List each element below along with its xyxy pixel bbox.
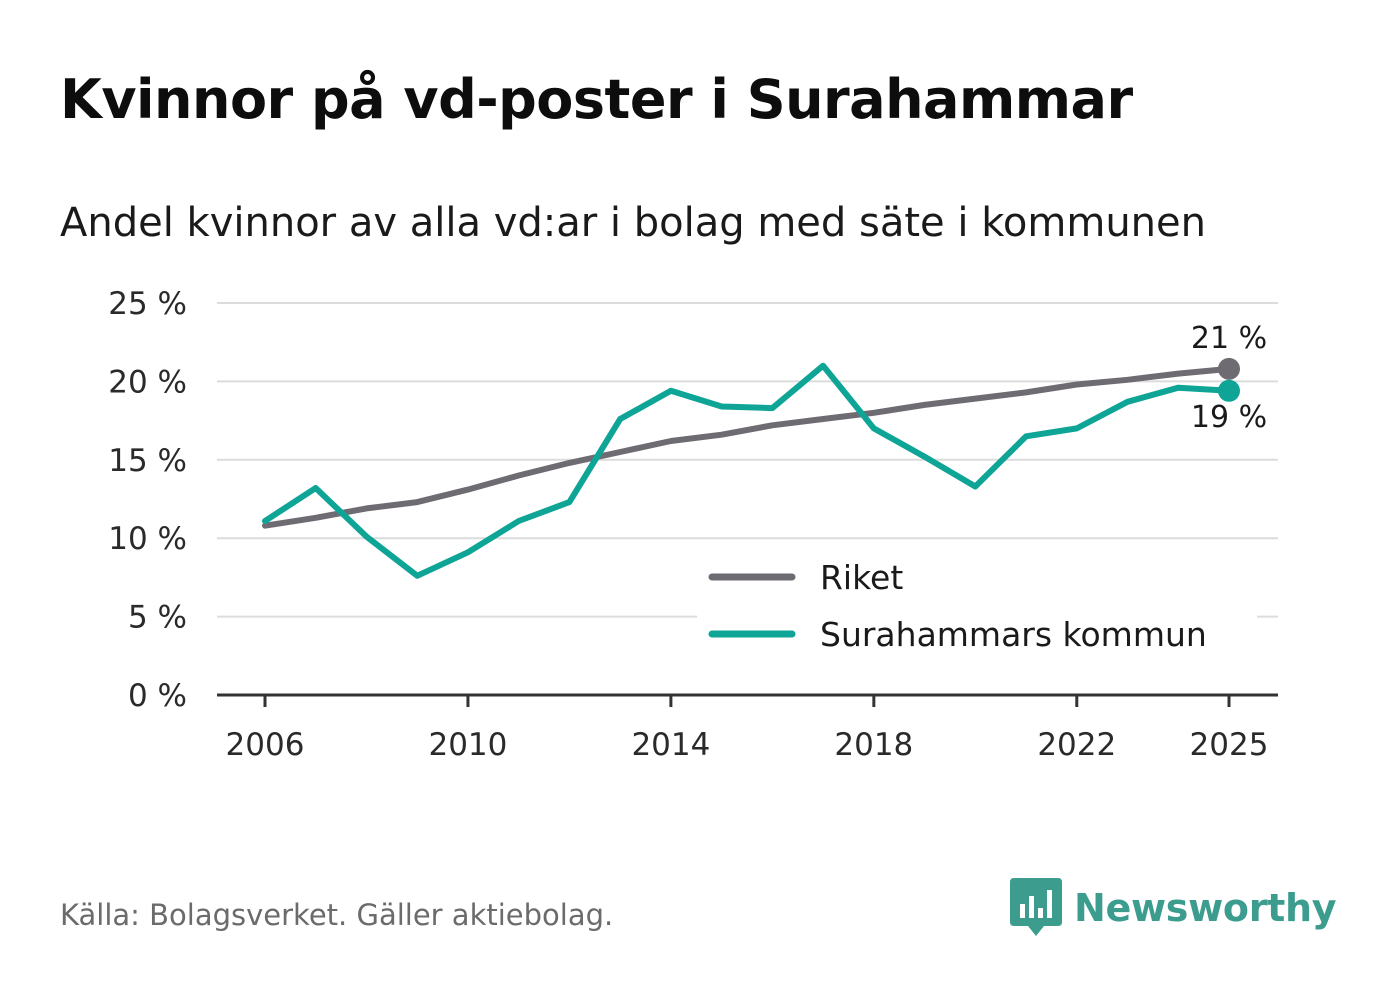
- y-axis-ticks: 0 % 5 % 10 % 15 % 20 % 25 %: [108, 286, 187, 714]
- newsworthy-logo-icon: [1010, 878, 1062, 936]
- x-tick-label: 2006: [226, 727, 305, 763]
- end-point-marker: [1218, 357, 1240, 380]
- end-point-marker: [1218, 379, 1240, 402]
- end-value-label: 19 %: [1191, 400, 1267, 435]
- legend: Riket Surahammars kommun: [697, 548, 1257, 660]
- legend-label: Surahammars kommun: [820, 615, 1207, 654]
- series-line-kommun: [262, 362, 1232, 579]
- chart-title: Kvinnor på vd-poster i Surahammar: [60, 68, 1133, 131]
- y-tick-label: 10 %: [108, 521, 187, 557]
- x-tick-label: 2018: [834, 727, 913, 763]
- chart-subtitle: Andel kvinnor av alla vd:ar i bolag med …: [60, 200, 1206, 246]
- end-value-label: 21 %: [1191, 321, 1267, 356]
- end-markers: 21 % 19 %: [1191, 321, 1267, 435]
- y-tick-label: 5 %: [128, 600, 187, 636]
- x-axis: 2006 2010 2014 2018 2022 2025: [217, 693, 1278, 763]
- x-tick-label: 2014: [631, 727, 710, 763]
- brand-name: Newsworthy: [1074, 886, 1337, 930]
- y-tick-label: 25 %: [108, 286, 187, 322]
- legend-box: [697, 548, 1257, 660]
- y-tick-label: 0 %: [128, 678, 187, 714]
- x-tick-label: 2025: [1190, 727, 1269, 763]
- source-note: Källa: Bolagsverket. Gäller aktiebolag.: [60, 898, 614, 932]
- series-line-riket: [262, 365, 1232, 529]
- y-tick-label: 20 %: [108, 364, 187, 400]
- x-tick-label: 2022: [1037, 727, 1116, 763]
- y-tick-label: 15 %: [108, 443, 187, 479]
- brand-logo: Newsworthy: [1010, 878, 1337, 938]
- series-lines: [262, 362, 1232, 579]
- legend-label: Riket: [820, 558, 903, 597]
- x-tick-label: 2010: [428, 727, 507, 763]
